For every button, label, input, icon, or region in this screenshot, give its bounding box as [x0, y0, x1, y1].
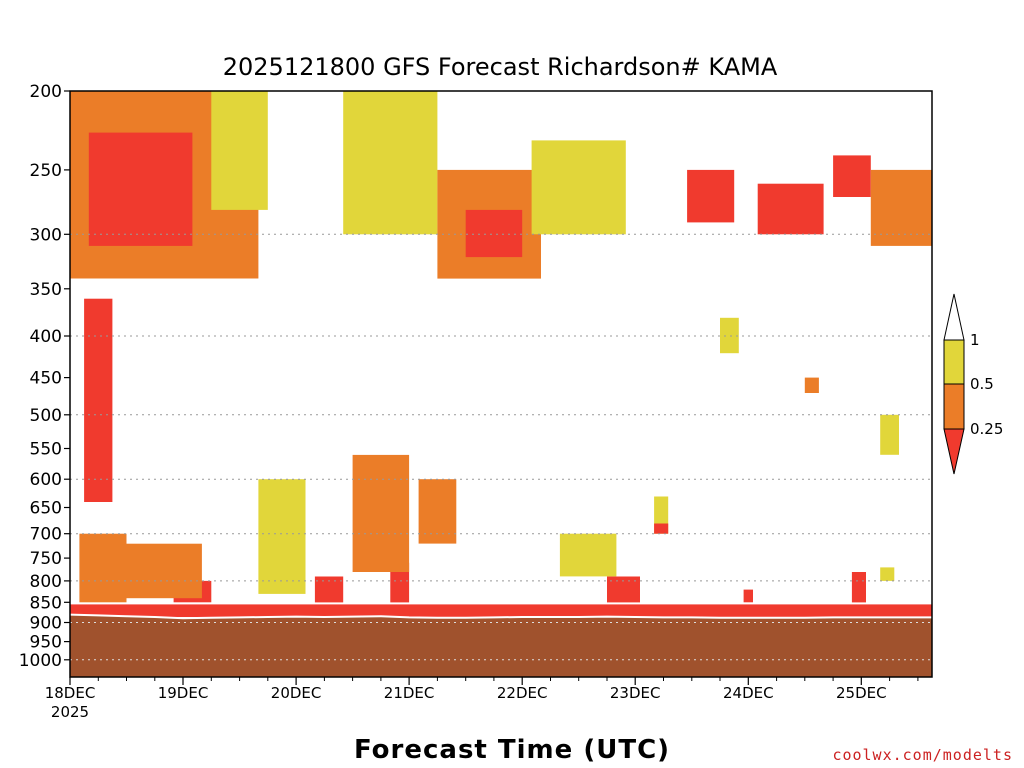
y-tick-label: 700 [30, 525, 62, 545]
richardson-band-below-0-25-3 [390, 562, 410, 603]
y-axis: 200 250 300 350 400 450 500 550 600 650 700 750 8008… [19, 82, 70, 671]
richardson-band-from-0-25-to-0-5-10 [418, 479, 457, 544]
y-tick-label: 250 [30, 161, 62, 181]
legend-below-0-25-triangle [943, 428, 965, 475]
legend-0-5-to-1-swatch [943, 339, 965, 385]
x-tick-label: 19DEC [158, 684, 209, 702]
richardson-band-below-0-25-23 [757, 183, 824, 235]
chart-title: 2025121800 GFS Forecast Richardson# KAMA [223, 53, 778, 81]
richardson-band-below-0-25-20 [465, 209, 523, 258]
richardson-band-below-0-25-4 [607, 576, 640, 603]
x-axis-label: Forecast Time (UTC) [354, 735, 670, 765]
richardson-band-from-0-5-to-1-13 [559, 533, 617, 577]
richardson-band-below-0-25-29 [654, 523, 669, 534]
richardson-band-below-0-25-22 [687, 169, 735, 223]
richardson-band-below-0-25-5 [743, 589, 753, 603]
richardson-band-below-0-25-0 [70, 604, 932, 617]
y-tick-label: 600 [30, 470, 62, 490]
x-tick-label: 18DEC [45, 684, 96, 702]
richardson-band-from-0-25-to-0-5-9 [352, 454, 410, 572]
x-tick-label: 22DEC [497, 684, 548, 702]
richardson-band-below-0-25-2 [314, 576, 344, 603]
x-tick-label: 24DEC [723, 684, 774, 702]
y-tick-label: 650 [30, 499, 62, 519]
y-tick-label: 350 [30, 280, 62, 300]
richardson-band-below-0-25-11 [84, 298, 113, 502]
y-tick-label: 300 [30, 225, 62, 245]
ground-surface [70, 614, 932, 677]
legend-label-1: 1 [970, 331, 980, 349]
x-tick-label: 23DEC [610, 684, 661, 702]
y-tick-label: 450 [30, 369, 62, 389]
x-tick-label: 20DEC [271, 684, 322, 702]
x-tick-label: 21DEC [384, 684, 435, 702]
richardson-band-from-0-5-to-1-17 [211, 91, 268, 210]
y-tick-label: 950 [30, 633, 62, 653]
richardson-band-from-0-5-to-1-30 [880, 567, 895, 581]
ground-layer [70, 613, 932, 677]
legend-label-0-25: 0.25 [970, 420, 1003, 438]
richardson-band-from-0-5-to-1-12 [258, 479, 306, 594]
credit-text: coolwx.com/modelts [832, 746, 1013, 764]
surface-line [70, 613, 932, 620]
richardson-band-from-0-25-to-0-5-7 [79, 533, 127, 603]
y-tick-label: 1000 [19, 651, 62, 671]
y-tick-label: 750 [30, 549, 62, 569]
legend: 1 0.5 0.25 [943, 293, 1003, 475]
y-tick-label: 500 [30, 406, 62, 426]
richardson-band-from-0-5-to-1-21 [531, 140, 626, 235]
legend-0-25-to-0-5-swatch [943, 383, 965, 430]
plot-area [70, 91, 932, 677]
y-tick-label: 400 [30, 327, 62, 347]
richardson-band-from-0-25-to-0-5-25 [870, 169, 932, 246]
legend-label-0-5: 0.5 [970, 375, 994, 393]
y-tick-label: 550 [30, 440, 62, 460]
richardson-band-below-0-25-16 [88, 132, 193, 246]
richardson-band-from-0-25-to-0-5-27 [804, 377, 819, 393]
bands-layer [70, 91, 932, 617]
y-tick-label: 850 [30, 593, 62, 613]
y-tick-label: 800 [30, 572, 62, 592]
x-tick-label: 25DEC [836, 684, 887, 702]
plot-frame [69, 90, 933, 678]
y-tick-label: 900 [30, 614, 62, 634]
x-tick-sublabel: 2025 [51, 703, 89, 721]
richardson-band-from-0-5-to-1-18 [343, 91, 438, 235]
richardson-band-from-0-25-to-0-5-8 [126, 543, 202, 599]
richardson-band-below-0-25-6 [851, 572, 866, 603]
richardson-band-from-0-5-to-1-28 [880, 414, 899, 455]
y-tick-label: 200 [30, 82, 62, 102]
richardson-band-below-0-25-24 [833, 155, 871, 197]
richardson-band-from-0-5-to-1-26 [720, 317, 739, 354]
